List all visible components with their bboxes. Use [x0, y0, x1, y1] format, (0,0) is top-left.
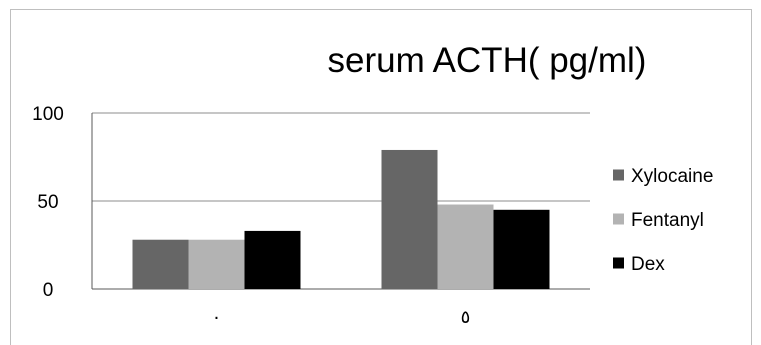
bars	[132, 149, 550, 289]
grid-lines	[92, 112, 590, 202]
chart-frame	[10, 9, 752, 345]
legend-swatch	[613, 213, 624, 225]
bar-fentanyl	[437, 204, 494, 289]
chart-title: serum ACTH( pg/ml)	[328, 41, 647, 80]
y-tick-label: 50	[37, 192, 58, 213]
y-tick-label: 0	[43, 280, 54, 301]
x-tick-label: ٠	[212, 307, 222, 327]
bar-xylocaine	[381, 149, 438, 289]
legend: Xylocaine Fentanyl Dex	[613, 166, 713, 275]
bar-dex	[244, 230, 301, 289]
y-tick-labels: 0 50 100	[32, 104, 64, 301]
x-tick-label: ٥	[461, 307, 471, 327]
y-tick-label: 100	[32, 104, 64, 125]
legend-label: Dex	[631, 254, 665, 275]
legend-swatch	[613, 257, 624, 269]
legend-swatch	[613, 169, 624, 181]
bar-dex	[493, 209, 550, 289]
legend-label: Xylocaine	[631, 166, 713, 187]
legend-label: Fentanyl	[631, 210, 704, 231]
bar-xylocaine	[132, 239, 189, 289]
bar-fentanyl	[188, 239, 245, 289]
